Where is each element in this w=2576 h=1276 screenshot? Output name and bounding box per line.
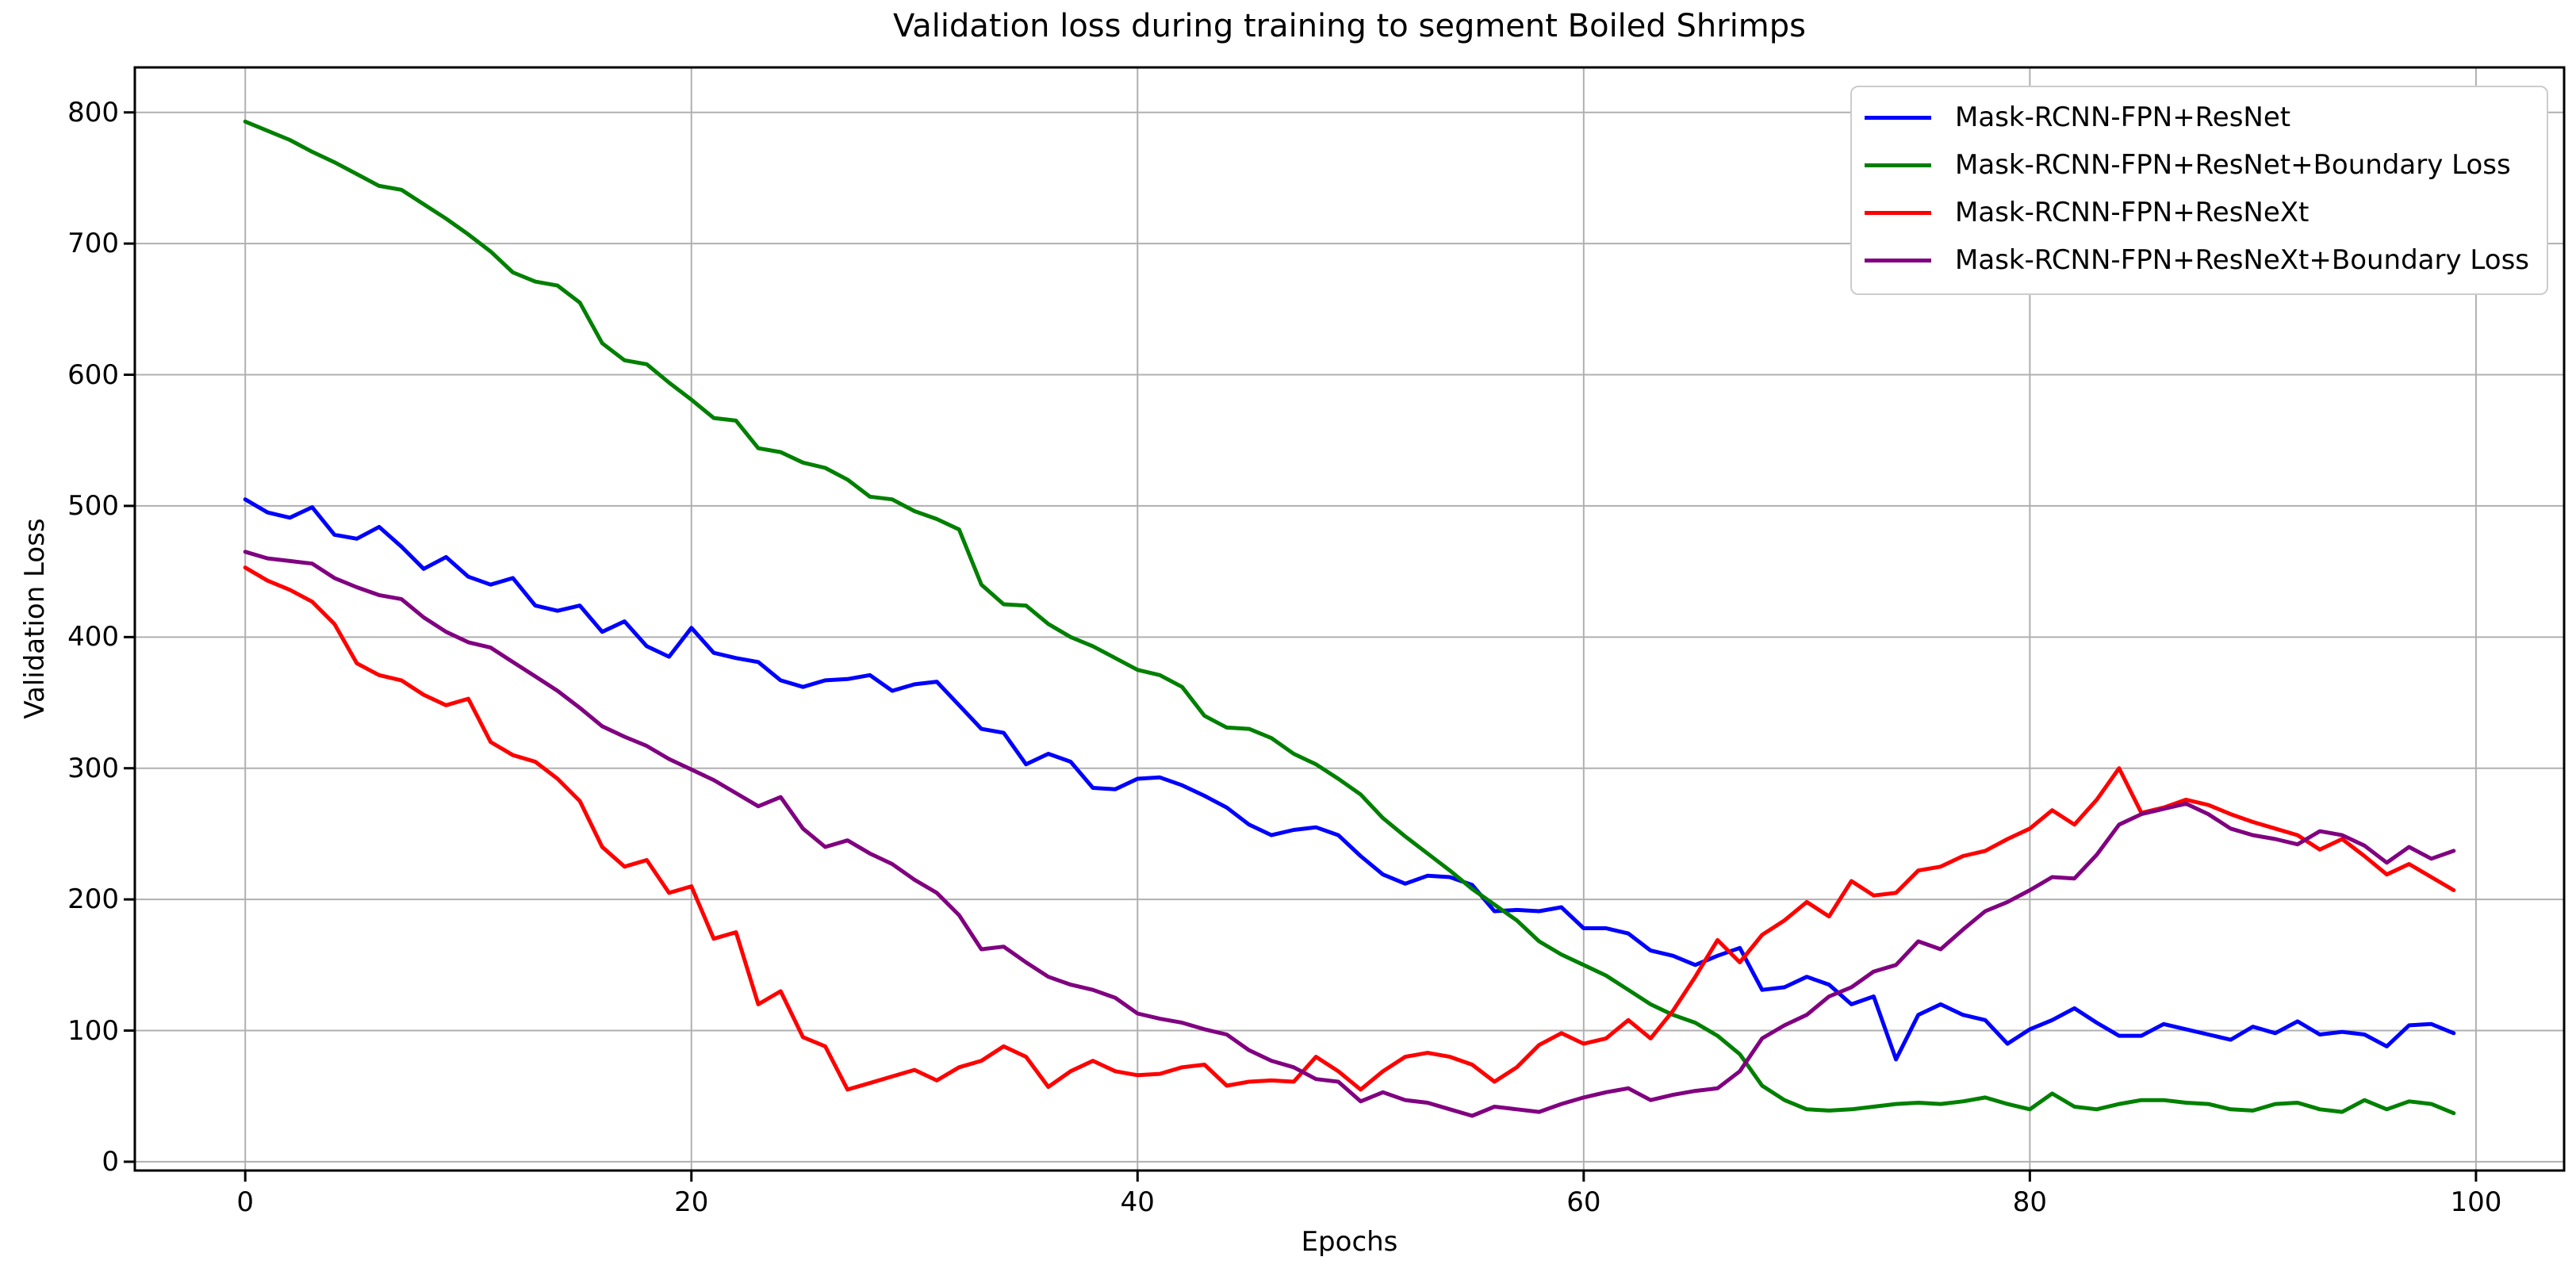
series-line (243, 550, 2456, 1118)
y-tick-label: 200 (67, 883, 119, 916)
y-tick-label: 500 (67, 489, 119, 522)
x-tick-label: 40 (1120, 1186, 1155, 1218)
legend: Mask-RCNN-FPN+ResNet Mask-RCNN-FPN+ResNet… (1850, 86, 2548, 295)
legend-entry: Mask-RCNN-FPN+ResNeXt (1865, 189, 2529, 236)
series-line (243, 119, 2456, 1116)
legend-line-swatch (1865, 210, 1932, 215)
y-tick-label: 100 (67, 1014, 119, 1047)
y-tick-label: 300 (67, 752, 119, 784)
x-axis-label: Epochs (1301, 1226, 1398, 1258)
x-tick-label: 20 (674, 1186, 709, 1218)
series-line (243, 565, 2456, 1092)
legend-line-swatch (1865, 163, 1932, 167)
x-tick-label: 60 (1566, 1186, 1601, 1218)
y-tick-label: 800 (67, 96, 119, 128)
legend-entry: Mask-RCNN-FPN+ResNet+Boundary Loss (1865, 141, 2529, 189)
legend-entry: Mask-RCNN-FPN+ResNeXt+Boundary Loss (1865, 236, 2529, 284)
legend-label: Mask-RCNN-FPN+ResNeXt (1955, 197, 2310, 228)
y-tick-label: 600 (67, 358, 119, 391)
legend-entry: Mask-RCNN-FPN+ResNet (1865, 94, 2529, 141)
x-tick-label: 80 (2012, 1186, 2047, 1218)
legend-label: Mask-RCNN-FPN+ResNeXt+Boundary Loss (1955, 244, 2529, 276)
legend-label: Mask-RCNN-FPN+ResNet+Boundary Loss (1955, 149, 2511, 181)
y-tick-label: 400 (67, 621, 119, 653)
legend-label: Mask-RCNN-FPN+ResNet (1955, 102, 2291, 133)
y-axis-label: Validation Loss (19, 518, 51, 719)
legend-line-swatch (1865, 115, 1932, 120)
y-tick-label: 0 (102, 1145, 119, 1178)
chart-title: Validation loss during training to segme… (892, 8, 1807, 44)
x-tick-label: 100 (2450, 1186, 2502, 1218)
y-tick-label: 700 (67, 228, 119, 260)
series-line (243, 497, 2456, 1062)
x-tick-label: 0 (236, 1186, 255, 1218)
axes-spines (133, 66, 2566, 1172)
legend-line-swatch (1865, 258, 1932, 262)
